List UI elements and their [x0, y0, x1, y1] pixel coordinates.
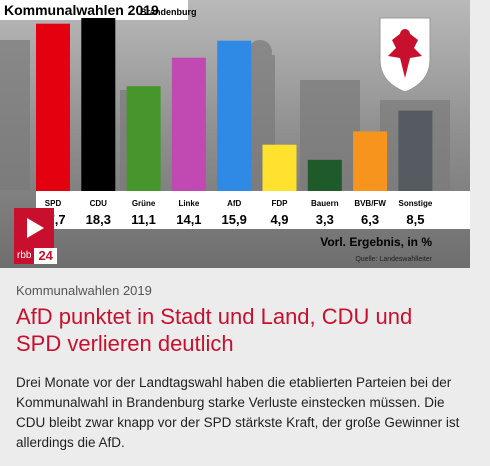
bar-gr-ne: [126, 86, 161, 191]
value-label: 4,9: [270, 212, 288, 227]
play-button[interactable]: [14, 208, 54, 248]
bar-linke: [171, 57, 206, 192]
value-label: 11,1: [131, 212, 156, 227]
article-kicker: Kommunalwahlen 2019: [16, 283, 152, 298]
bars-group: [36, 18, 433, 192]
category-label: AfD: [227, 199, 241, 208]
category-label: BVB/FW: [354, 199, 386, 208]
video-thumbnail[interactable]: Kommunalwahlen 2019 Brandenburg SPD CDU Gr…: [0, 0, 470, 268]
bar-afd: [217, 40, 252, 192]
category-label: Bauern: [311, 199, 339, 208]
election-bar-chart: Kommunalwahlen 2019 Brandenburg SPD CDU Gr…: [0, 0, 470, 268]
value-label: 3,3: [316, 212, 334, 227]
category-labels: SPD CDU Grüne Linke AfD FDP Bauern BVB/FW Sonsti…: [45, 199, 433, 208]
logo-rbb-text: rbb: [14, 248, 35, 264]
value-label: 8,5: [406, 212, 424, 227]
label-strip: [36, 191, 470, 229]
chart-subtitle: Brandenburg: [140, 7, 197, 17]
category-label: CDU: [90, 199, 108, 208]
article-headline-link[interactable]: AfD punktet in Stadt und Land, CDU und S…: [16, 304, 413, 356]
value-labels: 17,718,311,114,115,94,93,36,38,5: [40, 212, 424, 227]
rbb24-logo: rbb 24: [14, 248, 57, 264]
chart-title-box: [0, 0, 188, 20]
chart-title: Kommunalwahlen 2019: [4, 2, 159, 18]
bar-spd: [36, 23, 70, 192]
bar-sonstige: [398, 110, 433, 191]
bar-bauern: [307, 159, 342, 191]
value-label: 18,3: [86, 212, 111, 227]
brandenburg-coat-of-arms: [379, 17, 431, 93]
result-footer-label: Vorl. Ergebnis, in %: [320, 235, 432, 249]
bar-fdp: [262, 144, 297, 191]
bar-bvb-fw: [353, 131, 388, 191]
category-label: SPD: [45, 199, 62, 208]
value-label: 15,9: [222, 212, 247, 227]
article-teaser-text: Drei Monate vor der Landtagswahl haben d…: [16, 375, 460, 450]
category-label: Grüne: [132, 199, 156, 208]
source-label: Quelle: Landeswahlleiter: [355, 256, 432, 263]
play-icon: [27, 218, 44, 238]
category-label: Sonstige: [399, 199, 433, 208]
category-label: FDP: [272, 199, 289, 208]
logo-24-text: 24: [34, 248, 57, 264]
category-label: Linke: [178, 199, 199, 208]
bar-cdu: [81, 18, 116, 191]
value-label: 14,1: [176, 212, 201, 227]
value-label: 6,3: [361, 212, 379, 227]
